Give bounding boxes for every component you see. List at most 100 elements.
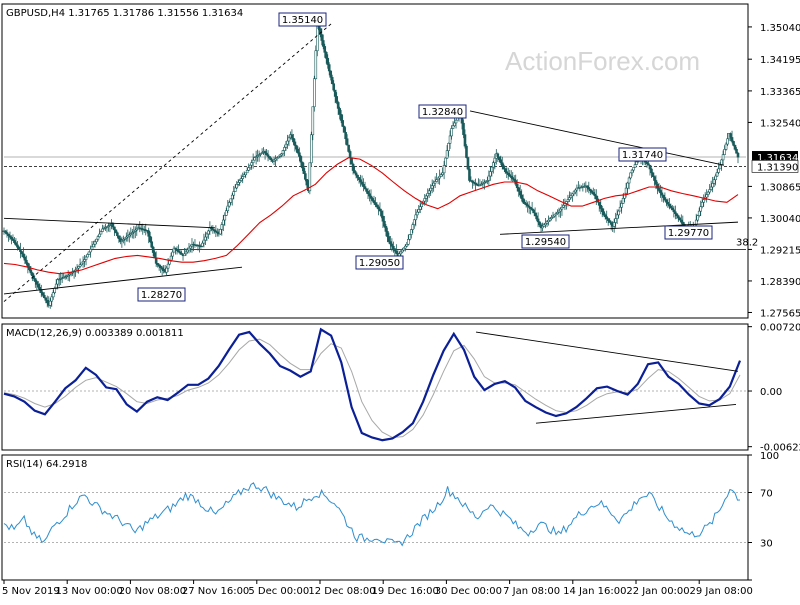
candle-body — [657, 187, 661, 191]
candle-body — [299, 156, 303, 163]
candle-body — [436, 177, 440, 181]
price-annotation-label: 1.29050 — [359, 258, 400, 269]
candle-body — [653, 176, 656, 181]
candle-body — [401, 249, 404, 253]
candle-body — [4, 230, 7, 233]
candle-body — [681, 221, 685, 225]
candle-body — [474, 182, 477, 185]
candle-body — [287, 137, 291, 142]
candle-body — [542, 224, 546, 227]
candle-body — [599, 205, 603, 209]
candle-body — [366, 191, 370, 195]
candle-body — [404, 245, 407, 249]
x-tick-label: 13 Nov 00:00 — [55, 586, 122, 597]
candle-body — [614, 218, 617, 223]
candle-body — [8, 235, 12, 238]
candle-body — [612, 222, 616, 227]
candle-body — [669, 205, 673, 209]
candle-body — [730, 137, 734, 142]
candle-body — [107, 225, 110, 227]
candle-body — [518, 191, 522, 196]
candle-body — [342, 126, 346, 133]
candle-body — [521, 198, 525, 203]
candle-body — [175, 249, 179, 251]
candle-body — [490, 166, 494, 172]
candle-body — [591, 192, 595, 195]
candle-body — [629, 172, 632, 179]
candle-body — [320, 34, 324, 41]
candle-body — [483, 181, 486, 184]
candle-body — [387, 236, 391, 242]
price-trendline — [3, 217, 216, 229]
candle-body — [51, 292, 55, 298]
candle-body — [635, 161, 638, 165]
candle-body — [705, 194, 708, 198]
candle-body — [350, 157, 353, 165]
candle-body — [39, 289, 43, 293]
candle-body — [668, 203, 671, 207]
price-y-tick-label: 1.28390 — [760, 277, 800, 288]
rsi-y-tick-label: 30 — [760, 539, 773, 550]
candle-body — [520, 194, 523, 199]
candle-body — [648, 164, 652, 170]
candle-body — [445, 150, 449, 159]
price-trendline — [499, 221, 739, 235]
price-annotation-box — [664, 225, 713, 240]
candle-body — [502, 165, 506, 170]
candle-body — [654, 180, 658, 185]
candle-body — [336, 102, 340, 109]
candle-body — [481, 182, 485, 185]
candle-body — [448, 135, 452, 144]
candle-body — [284, 143, 288, 148]
x-tick-label: 29 Jan 08:00 — [690, 586, 753, 597]
candle-body — [187, 247, 191, 251]
candle-body — [341, 120, 344, 127]
price-annotation-label: 1.31740 — [622, 150, 663, 161]
candle-body — [86, 254, 89, 258]
candle-body — [290, 134, 294, 139]
candle-body — [462, 122, 465, 135]
candle-body — [330, 77, 334, 85]
candle-body — [548, 218, 552, 221]
rsi-layer — [3, 482, 741, 547]
candle-body — [702, 199, 705, 203]
price-y-tick-label: 1.34195 — [760, 55, 800, 66]
x-tick-label: 27 Nov 16:00 — [182, 586, 249, 597]
candle-body — [721, 154, 725, 161]
candle-body — [244, 172, 247, 176]
candle-body — [230, 194, 234, 200]
candle-body — [696, 215, 700, 221]
candle-body — [414, 214, 418, 221]
candle-body — [365, 188, 368, 192]
candle-body — [439, 174, 443, 177]
macd-y-tick-label: 0.007201 — [760, 323, 800, 334]
candle-body — [362, 184, 365, 187]
candle-body — [354, 172, 358, 176]
candle-body — [123, 237, 127, 240]
candle-body — [44, 297, 48, 301]
candle-body — [508, 174, 512, 177]
candle-body — [424, 195, 428, 199]
candle-body — [66, 274, 70, 277]
candle-body — [606, 218, 610, 221]
x-tick-label: 7 Jan 08:00 — [503, 586, 560, 597]
candle-body — [369, 195, 373, 199]
candle-body — [56, 279, 60, 285]
candle-body — [706, 191, 710, 195]
candle-body — [111, 223, 115, 228]
candle-body — [720, 159, 723, 166]
candle-body — [10, 236, 13, 240]
candle-body — [717, 168, 720, 173]
candle-body — [327, 64, 331, 72]
candle-body — [430, 185, 434, 189]
candle-body — [14, 242, 18, 246]
candle-body — [412, 219, 416, 225]
candle-body — [117, 235, 121, 239]
candle-body — [183, 253, 186, 257]
current-price-label-bg — [752, 151, 798, 164]
candle-body — [69, 272, 73, 275]
candle-body — [665, 199, 668, 203]
watermark: ActionForex.com — [505, 46, 700, 76]
candle-body — [148, 236, 152, 243]
